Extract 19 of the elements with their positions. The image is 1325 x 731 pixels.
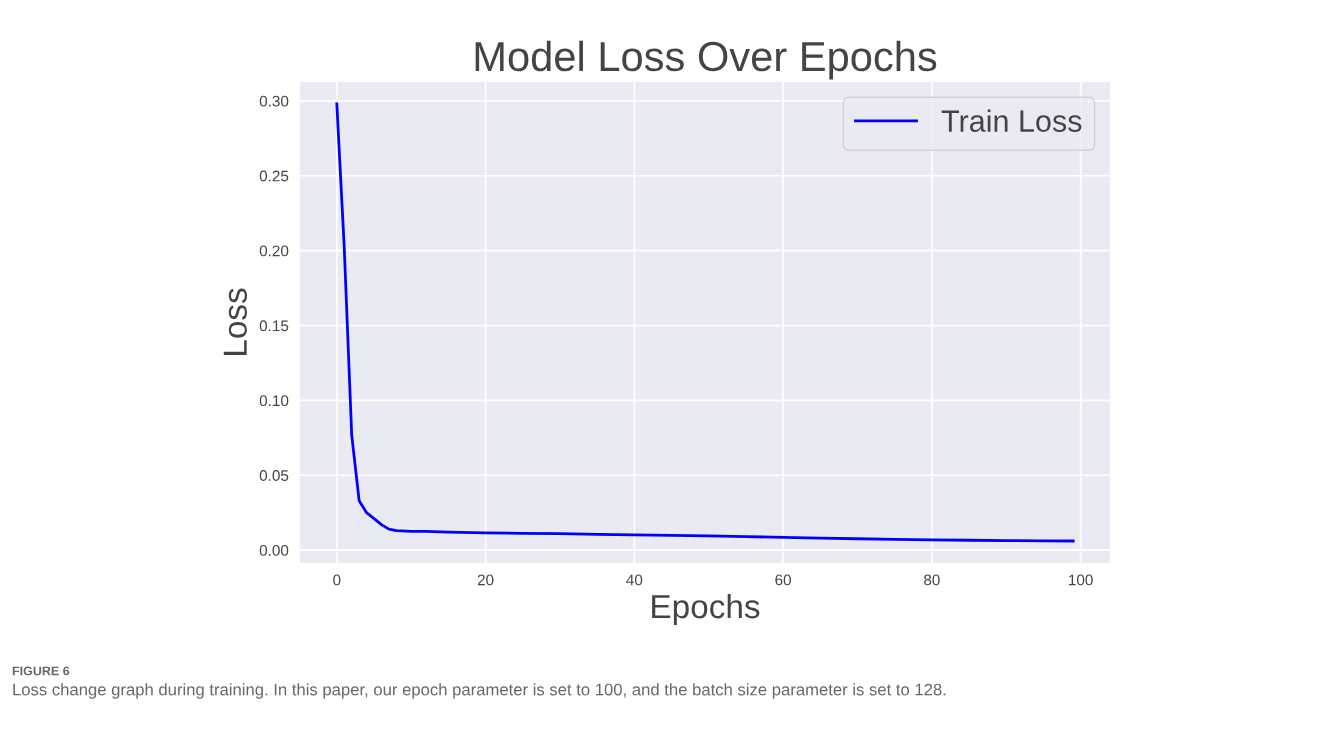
y-tick-label: 0.05: [259, 470, 289, 481]
y-tick-label: 0.30: [259, 95, 289, 107]
y-tick-label: 0.10: [259, 395, 289, 407]
caption: FIGURE 6: [12, 666, 70, 676]
text: Loss change graph during training. In this paper, our epoch parameter is set to 100, and the batch size parameter is set to 128.: [13, 683, 946, 699]
y-tick-label: 0.20: [259, 245, 289, 257]
chart-title: Model Loss Over Epochs: [475, 40, 937, 80]
y-tick-label: 0.15: [259, 320, 289, 332]
y-axis-title: Loss: [223, 288, 248, 355]
x-tick-label: 0: [333, 574, 341, 586]
x-tick-label: 40: [626, 574, 643, 586]
y-tick-label: 0.00: [259, 544, 289, 556]
x-tick-label: 100: [1069, 574, 1093, 586]
y-tick-label: 0.25: [259, 170, 289, 182]
legend-label: Train Loss: [941, 109, 1082, 132]
x-tick-label: 80: [924, 574, 940, 586]
x-axis-title: Epochs: [652, 593, 760, 625]
x-tick-label: 20: [477, 574, 494, 586]
x-tick-label: 60: [775, 574, 791, 586]
